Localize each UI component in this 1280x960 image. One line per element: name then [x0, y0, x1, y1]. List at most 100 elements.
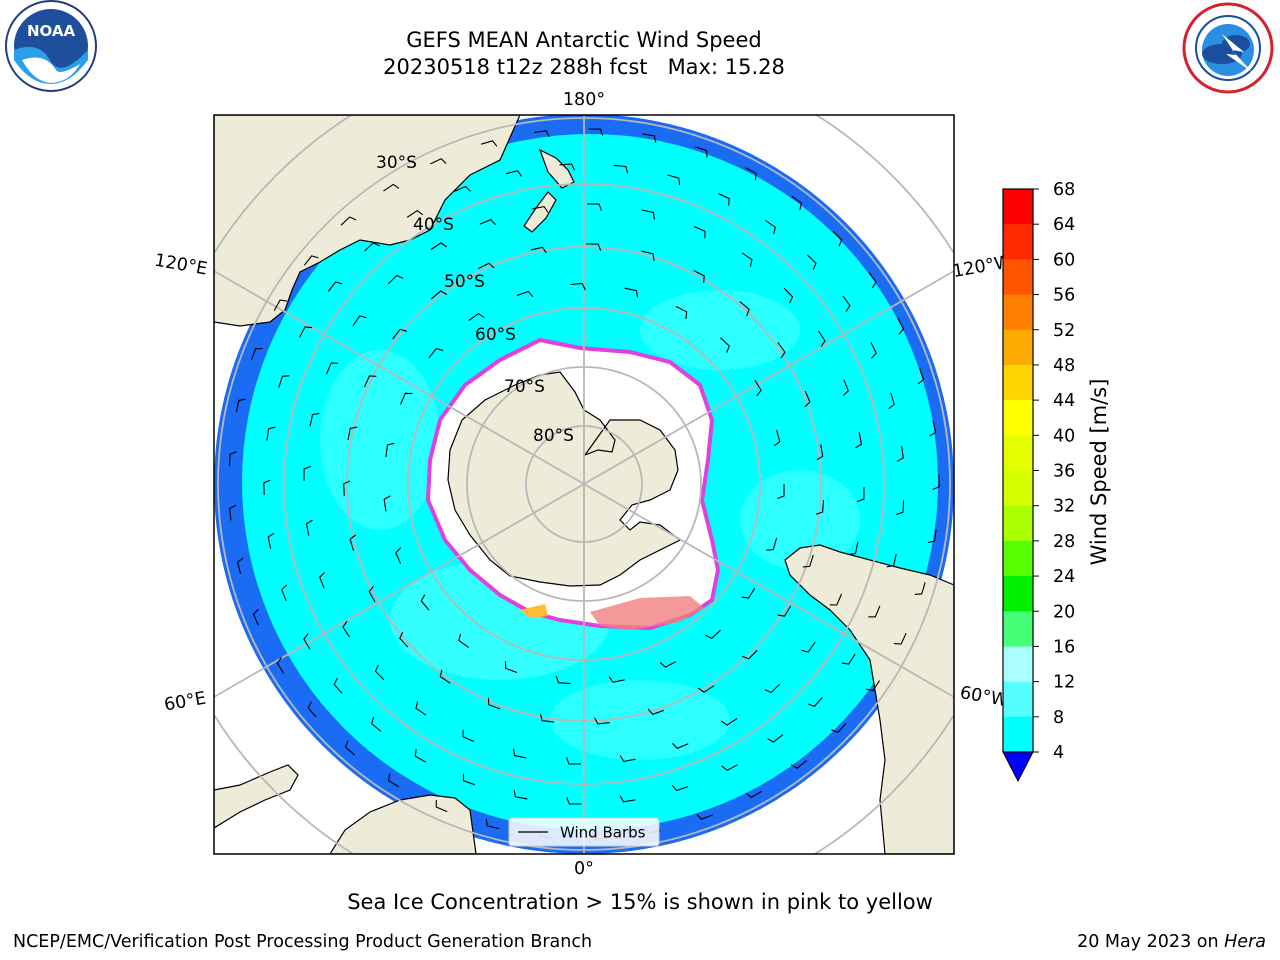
- lon-label-60e: 60°E: [163, 689, 208, 716]
- legend-label: Wind Barbs: [560, 824, 646, 842]
- colorbar-band: [1003, 470, 1033, 507]
- wind-barb: [896, 445, 904, 462]
- wind-barb: [857, 487, 865, 503]
- wind-barb: [927, 529, 937, 544]
- wind-barb: [914, 582, 926, 595]
- colorbar-tick-label: 32: [1053, 497, 1075, 517]
- wind-barb: [741, 252, 753, 267]
- wind-barb: [642, 133, 657, 143]
- colorbar-band: [1003, 364, 1033, 401]
- wind-barb: [430, 242, 448, 250]
- wind-barb: [555, 675, 571, 685]
- lat-label-30s: 30°S: [376, 153, 417, 173]
- wind-barb: [641, 250, 655, 261]
- wind-barb: [829, 593, 843, 606]
- wind-barb: [773, 429, 781, 447]
- wind-barb: [439, 669, 451, 684]
- wind-barb: [741, 587, 756, 599]
- new-zealand-land: [538, 148, 575, 189]
- wind-barb: [693, 270, 705, 284]
- wind-barb: [516, 290, 534, 298]
- wind-barb: [754, 379, 762, 397]
- wind-barb: [309, 412, 320, 427]
- wind-barb: [343, 480, 351, 496]
- colorbar-tick-label: 60: [1053, 250, 1075, 270]
- wind-barb: [266, 426, 276, 441]
- wind-barb: [777, 484, 785, 500]
- wind-barb: [252, 608, 259, 626]
- wind-barb: [888, 392, 895, 410]
- wind-barb: [236, 557, 244, 574]
- colorbar-tick-label: 24: [1053, 567, 1075, 587]
- colorbar-extend-arrow: [1002, 751, 1034, 783]
- wind-barb: [363, 375, 377, 388]
- wind-barb: [305, 519, 313, 536]
- wind-barb: [608, 676, 625, 683]
- wind-barb: [325, 362, 339, 375]
- wind-barb: [349, 534, 357, 551]
- colorbar-band: [1003, 435, 1033, 471]
- footer-branch: NCEP/EMC/Verification Post Processing Pr…: [13, 932, 593, 952]
- wind-barb: [848, 541, 859, 556]
- wind-barb: [745, 167, 757, 181]
- wind-barb: [414, 749, 426, 763]
- footer-date-text: 20 May 2023 on: [1077, 932, 1225, 952]
- wind-barb: [392, 328, 407, 340]
- wind-barb: [431, 290, 448, 300]
- wind-barb: [842, 295, 851, 312]
- wind-barb: [721, 764, 738, 772]
- wind-barb: [705, 629, 721, 640]
- colorbar-band: [1003, 716, 1033, 753]
- wind-barb: [619, 755, 636, 763]
- lat-label-80s: 80°S: [533, 426, 574, 446]
- colorbar-band: [1003, 576, 1033, 612]
- wind-barb: [487, 697, 501, 710]
- wind-barb: [831, 723, 847, 733]
- wind-barb: [477, 262, 495, 270]
- wind-barb: [929, 420, 937, 437]
- wind-barb: [842, 379, 849, 397]
- wind-barb: [659, 661, 677, 668]
- footer-date: 20 May 2023 on Hera: [1077, 932, 1266, 952]
- wind-barb: [818, 330, 826, 348]
- wind-barb: [267, 532, 275, 549]
- wind-barbs: [228, 128, 940, 840]
- wind-barb: [865, 680, 881, 692]
- wind-barb: [570, 283, 586, 291]
- colorbar-band: [1003, 611, 1033, 647]
- wind-barb: [745, 790, 762, 799]
- wind-barb: [303, 633, 311, 650]
- colorbar-label: Wind Speed [m/s]: [1087, 379, 1111, 566]
- wind-barb: [512, 748, 527, 759]
- wind-barb: [462, 773, 475, 786]
- wind-barb: [303, 255, 319, 266]
- wind-barb: [327, 281, 343, 292]
- colorbar-tick-label: 8: [1053, 708, 1064, 728]
- colorbar-band: [1003, 329, 1033, 366]
- wind-barb: [395, 547, 402, 564]
- wind-barb: [281, 584, 288, 602]
- wind-barb: [278, 375, 290, 388]
- wind-barb: [807, 697, 823, 708]
- wind-barb: [505, 170, 523, 177]
- wind-barb: [276, 657, 285, 674]
- wind-barb: [435, 799, 448, 813]
- colorbar-band: [1003, 646, 1033, 683]
- wind-barb: [783, 287, 794, 304]
- wind-barb: [383, 495, 391, 512]
- wind-barb: [344, 740, 356, 756]
- wind-barb: [566, 797, 582, 805]
- wind-barb: [932, 474, 940, 491]
- lon-label-120e: 120°E: [153, 251, 209, 280]
- wind-barb: [532, 205, 549, 213]
- wind-barb: [764, 683, 781, 694]
- wind-barb: [777, 605, 792, 617]
- wind-barb: [894, 632, 907, 645]
- colorbar-tick-label: 48: [1053, 356, 1075, 376]
- wind-barb: [815, 500, 825, 515]
- wind-barb: [559, 163, 576, 171]
- wind-barb: [250, 348, 263, 361]
- wind-barb: [462, 729, 475, 743]
- footer-host: Hera: [1224, 932, 1266, 952]
- wind-barb: [400, 392, 413, 405]
